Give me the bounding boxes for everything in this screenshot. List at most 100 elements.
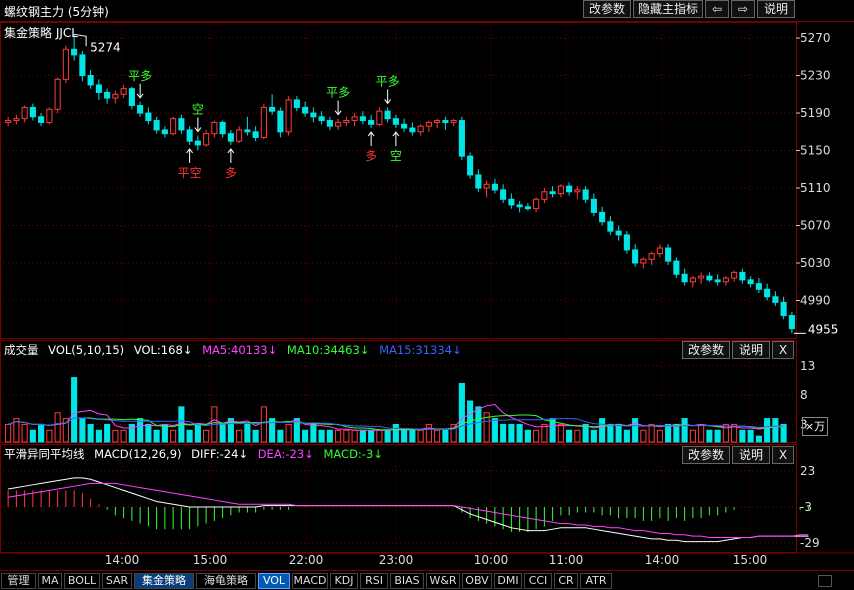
price-tick-label: 5270 xyxy=(800,31,831,45)
volume-bar xyxy=(574,429,581,443)
candle-body xyxy=(714,279,721,283)
tab-dmi[interactable]: DMI xyxy=(494,573,522,589)
candle-body xyxy=(137,105,144,114)
volume-bar xyxy=(689,429,696,443)
volume-bar xyxy=(516,423,523,443)
volume-ma15-line xyxy=(7,417,784,431)
candle-body xyxy=(640,258,647,264)
tab-macd[interactable]: MACD xyxy=(292,573,328,589)
volume-unit-toggle[interactable]: ×万 xyxy=(802,417,828,436)
candle-body xyxy=(673,260,680,275)
candle-body xyxy=(95,84,102,93)
time-tick-label: 15:00 xyxy=(733,553,768,567)
candle-body xyxy=(368,120,375,125)
candle-body xyxy=(71,48,78,56)
volume-bar xyxy=(203,429,210,443)
arrow-right-icon[interactable]: ⇨ xyxy=(731,0,755,18)
volume-bar xyxy=(137,418,144,443)
volume-bar xyxy=(244,423,251,443)
candle-body xyxy=(764,288,771,298)
volume-bar xyxy=(780,423,787,443)
tab-sar[interactable]: SAR xyxy=(102,573,132,589)
candle-body xyxy=(227,133,234,142)
candle-body xyxy=(788,315,795,330)
candle-body xyxy=(252,131,259,138)
resize-handle-icon[interactable] xyxy=(818,575,832,587)
tab-vol[interactable]: VOL xyxy=(258,573,290,589)
volume-bar xyxy=(764,418,771,443)
volume-bar xyxy=(392,423,399,443)
tab-rsi[interactable]: RSI xyxy=(360,573,388,589)
volume-bar xyxy=(285,423,292,443)
volume-bar xyxy=(293,418,300,443)
price-tick-label: 5230 xyxy=(800,69,831,83)
volume-bar xyxy=(260,406,267,443)
tab-obv[interactable]: OBV xyxy=(462,573,492,589)
candle-body xyxy=(29,106,36,118)
signal-arrowhead xyxy=(392,131,400,137)
volume-change-params-button[interactable]: 改参数 xyxy=(682,341,730,359)
candle-body xyxy=(79,54,86,77)
volume-bar xyxy=(302,429,309,443)
candle-body xyxy=(665,247,672,262)
top-bar: 螺纹钢主力 (5分钟) 改参数 隐藏主指标 ⇦ ⇨ 说明 xyxy=(0,0,854,22)
macd-close-icon[interactable]: X xyxy=(772,446,794,464)
tab-wr[interactable]: W&R xyxy=(426,573,460,589)
candle-body xyxy=(161,129,168,135)
tab-cr[interactable]: CR xyxy=(554,573,578,589)
candle-body xyxy=(500,189,507,200)
change-params-button[interactable]: 改参数 xyxy=(583,0,631,18)
volume-bar xyxy=(632,418,639,443)
volume-bar xyxy=(79,418,86,443)
candle-body xyxy=(689,277,696,283)
volume-bar xyxy=(566,429,573,443)
tab-manage[interactable]: 管理 xyxy=(1,573,36,589)
tab-cci[interactable]: CCI xyxy=(524,573,552,589)
candle-body xyxy=(326,120,333,127)
volume-bar xyxy=(186,429,193,443)
candle-body xyxy=(62,48,69,80)
macd-diff-line xyxy=(8,477,809,543)
macd-dea-line xyxy=(8,482,809,539)
macd-help-button[interactable]: 说明 xyxy=(732,446,770,464)
volume-bar xyxy=(318,429,325,443)
candle-body xyxy=(475,174,482,189)
candle-body xyxy=(747,279,754,285)
volume-bar xyxy=(739,429,746,443)
tab-turtle-strategy[interactable]: 海龟策略 xyxy=(196,573,256,589)
candle-body xyxy=(335,121,342,127)
tab-ma[interactable]: MA xyxy=(38,573,62,589)
volume-bar xyxy=(219,423,226,443)
candle-body xyxy=(656,247,663,255)
candle-body xyxy=(178,118,185,131)
volume-bar xyxy=(417,429,424,443)
candle-body xyxy=(755,283,762,290)
tab-bias[interactable]: BIAS xyxy=(390,573,424,589)
arrow-left-icon[interactable]: ⇦ xyxy=(705,0,729,18)
volume-tick-label: 3 xyxy=(800,417,808,431)
tab-jjcl-strategy[interactable]: 集金策略 xyxy=(134,573,194,589)
candle-body xyxy=(706,275,713,281)
volume-bar xyxy=(269,418,276,443)
volume-help-button[interactable]: 说明 xyxy=(732,341,770,359)
tab-boll[interactable]: BOLL xyxy=(64,573,100,589)
volume-bar xyxy=(656,429,663,443)
candle-body xyxy=(5,120,12,123)
volume-bar xyxy=(38,423,45,443)
candle-body xyxy=(13,118,20,122)
macd-change-params-button[interactable]: 改参数 xyxy=(682,446,730,464)
volume-bar xyxy=(120,429,127,443)
hide-main-indicator-button[interactable]: 隐藏主指标 xyxy=(633,0,703,18)
candle-body xyxy=(401,123,408,129)
help-button[interactable]: 说明 xyxy=(757,0,795,18)
tab-kdj[interactable]: KDJ xyxy=(330,573,358,589)
time-tick-label: 10:00 xyxy=(474,553,509,567)
candle-body xyxy=(541,191,548,200)
volume-bar xyxy=(533,429,540,443)
signal-arrowhead xyxy=(186,148,194,154)
volume-bar xyxy=(623,429,630,443)
tab-atr[interactable]: ATR xyxy=(580,573,612,589)
volume-close-icon[interactable]: X xyxy=(772,341,794,359)
volume-bar xyxy=(648,423,655,443)
